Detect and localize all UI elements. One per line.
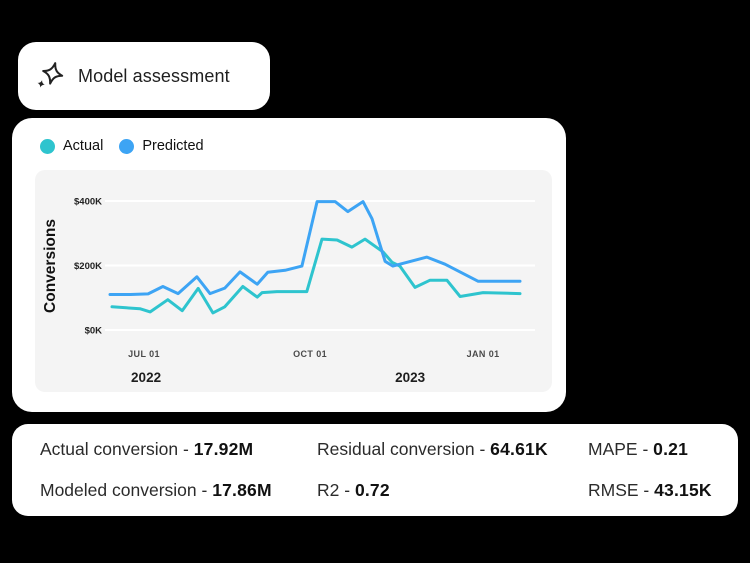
chart-card: Actual Predicted $0K $200K $400K Conversion…: [12, 118, 566, 412]
svg-text:2022: 2022: [131, 370, 161, 385]
svg-text:JAN 01: JAN 01: [467, 349, 500, 359]
svg-text:OCT 01: OCT 01: [293, 349, 327, 359]
legend-item-predicted[interactable]: Predicted: [119, 138, 204, 154]
legend-label-actual: Actual: [63, 138, 104, 154]
legend-dot-predicted: [119, 138, 135, 154]
chart-plot-area: $0K $200K $400K Conversions JUL 01 OCT 01 JAN …: [35, 170, 552, 392]
metrics-card: Actual conversion - 17.92M Residual conv…: [12, 424, 738, 516]
metric-modeled-conversion-value: 17.86M: [212, 480, 272, 500]
metric-residual-conversion-value: 64.61K: [490, 439, 548, 459]
legend-dot-actual: [40, 138, 55, 154]
metric-mape: MAPE - 0.21: [588, 439, 689, 459]
svg-text:$400K: $400K: [74, 197, 102, 208]
metric-rmse: RMSE - 43.15K: [588, 480, 712, 500]
metric-mape-value: 0.21: [653, 439, 689, 459]
svg-text:2023: 2023: [395, 370, 426, 385]
chip-label: Model assessment: [78, 65, 230, 86]
metric-r2-value: 0.72: [354, 480, 390, 500]
metric-modeled-conversion: Modeled conversion - 17.86M: [40, 480, 272, 500]
metric-r2: R2 - 0.72: [317, 480, 390, 500]
svg-text:Conversions: Conversions: [42, 219, 59, 313]
metric-actual-conversion-value: 17.92M: [193, 439, 254, 459]
chart-legend: Actual Predicted: [40, 138, 204, 154]
metric-rmse-value: 43.15K: [654, 480, 712, 500]
model-assessment-chip: Model assessment: [18, 42, 270, 110]
legend-label-predicted: Predicted: [142, 138, 204, 154]
legend-item-actual[interactable]: Actual: [40, 138, 103, 154]
svg-text:JUL 01: JUL 01: [128, 349, 160, 359]
svg-text:$0K: $0K: [85, 326, 103, 337]
metric-residual-conversion: Residual conversion - 64.61K: [317, 439, 548, 459]
svg-text:$200K: $200K: [74, 261, 102, 272]
metric-actual-conversion: Actual conversion - 17.92M: [40, 439, 254, 459]
conversion-chart-svg: $0K $200K $400K Conversions JUL 01 OCT 01 JAN …: [42, 197, 535, 385]
sparkle-icon: [34, 60, 66, 92]
